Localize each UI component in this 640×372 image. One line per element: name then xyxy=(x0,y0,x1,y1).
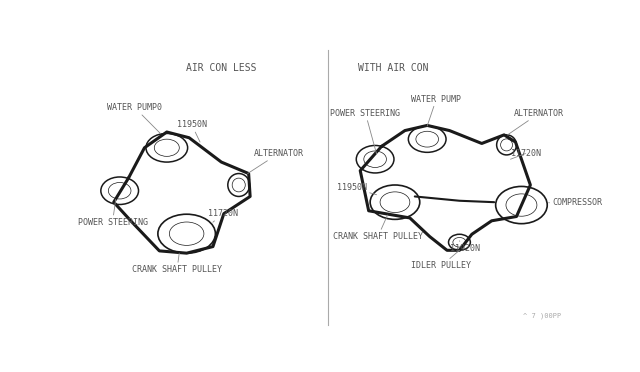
Text: COMPRESSOR: COMPRESSOR xyxy=(548,198,602,207)
Text: CRANK SHAFT PULLEY: CRANK SHAFT PULLEY xyxy=(132,253,222,274)
Text: CRANK SHAFT PULLEY: CRANK SHAFT PULLEY xyxy=(333,215,423,241)
Text: 11720N: 11720N xyxy=(511,149,541,159)
Text: AIR CON LESS: AIR CON LESS xyxy=(186,62,257,73)
Text: 11720N: 11720N xyxy=(208,209,238,222)
Text: 11920N: 11920N xyxy=(449,241,479,253)
Text: 11950N: 11950N xyxy=(177,121,207,142)
Text: POWER STEERING: POWER STEERING xyxy=(77,199,147,227)
Text: ^ 7 )00PP: ^ 7 )00PP xyxy=(523,312,561,318)
Text: 11950N: 11950N xyxy=(337,183,376,195)
Text: IDLER PULLEY: IDLER PULLEY xyxy=(412,250,471,270)
Text: ALTERNATOR: ALTERNATOR xyxy=(508,109,564,135)
Text: ALTERNATOR: ALTERNATOR xyxy=(248,149,303,173)
Text: WITH AIR CON: WITH AIR CON xyxy=(358,62,428,73)
Text: WATER PUMP0: WATER PUMP0 xyxy=(108,103,163,134)
Text: WATER PUMP: WATER PUMP xyxy=(412,94,461,126)
Text: POWER STEERING: POWER STEERING xyxy=(330,109,401,154)
